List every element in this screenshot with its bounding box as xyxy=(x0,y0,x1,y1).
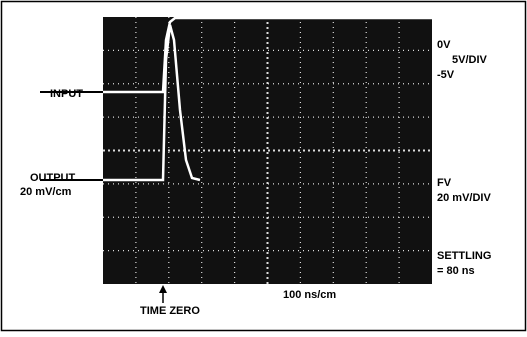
label: 20 mV/DIV xyxy=(437,192,491,204)
label: OUTPUT xyxy=(30,172,76,184)
label: 0V xyxy=(437,39,451,51)
label: TIME ZERO xyxy=(140,305,200,317)
label: -5V xyxy=(437,69,455,81)
label: FV xyxy=(437,177,452,189)
label: = 80 ns xyxy=(437,265,475,277)
label: 20 mV/cm xyxy=(20,186,72,198)
scope-figure: 0V 5V/DIV -5V INPUT OUTPUT 20 mV/cm FV 2… xyxy=(0,0,527,332)
label: INPUT xyxy=(50,88,83,100)
label: 100 ns/cm xyxy=(283,289,336,301)
label: SETTLING xyxy=(437,250,491,262)
label: 5V/DIV xyxy=(452,54,488,66)
